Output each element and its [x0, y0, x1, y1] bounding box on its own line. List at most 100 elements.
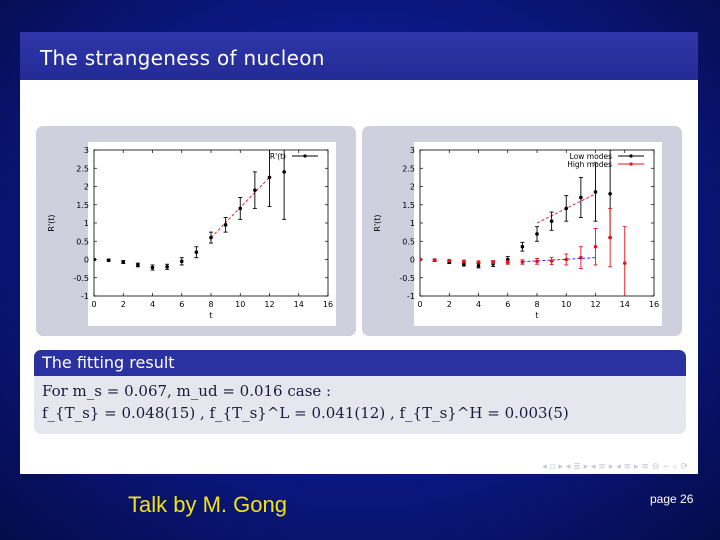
y-tick-label: 0.5 [76, 237, 89, 246]
x-axis-label: t [209, 311, 212, 320]
data-point [462, 262, 466, 267]
y-tick-label: -1 [81, 292, 89, 301]
data-point [165, 265, 169, 269]
y-tick-label: 0.5 [402, 237, 415, 246]
plot-panel-left: 0 2 4 6 8 10 12 14 16 -1 -0.5 0 0.5 1 1.5 2 2.5 3 t R'(t) R'… [36, 126, 356, 336]
data-point [94, 257, 96, 262]
data-point [549, 219, 554, 223]
x-tick-label: 6 [179, 300, 184, 309]
data-point [476, 260, 481, 264]
data-point [223, 223, 228, 227]
data-point [282, 170, 286, 174]
y-tick-label: 2.5 [76, 164, 89, 173]
plot-area-background [88, 142, 336, 326]
data-point [121, 260, 126, 264]
data-point [579, 195, 583, 200]
legend-marker [629, 154, 633, 158]
data-point [476, 263, 481, 268]
x-tick-label: 0 [91, 300, 96, 309]
legend-marker [303, 154, 307, 158]
y-tick-label: -1 [407, 292, 415, 301]
data-point [549, 259, 554, 263]
series-layer [420, 150, 627, 296]
data-point [462, 259, 466, 264]
y-tick-label: 1 [410, 219, 415, 228]
x-tick-label: 16 [649, 300, 659, 309]
fitting-result-title: The fitting result [42, 353, 175, 372]
y-tick-label: 1.5 [402, 201, 415, 210]
data-point [535, 259, 539, 264]
y-axis-label: R'(t) [373, 214, 382, 231]
beamer-navigation-icons[interactable]: ◂ ▫ ▸ ◂ ≣ ▸ ◂ ≡ ▸ ◂ ≡ ▸ ≡ ⊖ ∽ ⌕ ⟳ [542, 462, 688, 472]
y-tick-label: -0.5 [399, 274, 415, 283]
x-tick-label: 12 [590, 300, 600, 309]
data-point [579, 255, 583, 260]
data-point [267, 175, 272, 180]
ratio-plot-left: 0 2 4 6 8 10 12 14 16 -1 -0.5 0 0.5 1 1.5 2 2.5 3 t R'(t) R'… [47, 142, 336, 326]
data-point [593, 244, 598, 249]
x-tick-label: 10 [235, 300, 245, 309]
y-tick-label: 2.5 [402, 164, 415, 173]
data-point [505, 260, 510, 265]
x-tick-label: 4 [150, 300, 155, 309]
y-tick-label: -0.5 [73, 274, 89, 283]
footer-page-number: page 26 [650, 492, 694, 506]
y-tick-label: 1.5 [76, 201, 89, 210]
ratio-plot-right: 0 2 4 6 8 10 12 14 16 -1 -0.5 0 0.5 1 1.5 2 2.5 3 t R'(t) Lo… [373, 142, 662, 326]
data-point [535, 232, 539, 236]
data-point [622, 261, 627, 265]
x-tick-label: 2 [121, 300, 126, 309]
x-tick-label: 4 [476, 300, 481, 309]
legend-label: Low modes [570, 152, 612, 161]
slide-header: The strangeness of nucleon [20, 32, 698, 80]
data-point [491, 260, 495, 264]
data-point [179, 259, 184, 264]
y-tick-label: 0 [410, 256, 415, 265]
fitting-result-values-line: f_{T_s} = 0.048(15) , f_{T_s}^L = 0.041(… [42, 404, 569, 422]
legend-label: R'(t) [270, 152, 286, 161]
x-tick-label: 8 [534, 300, 539, 309]
data-point [564, 206, 569, 211]
data-point [608, 192, 612, 196]
data-point [238, 206, 243, 211]
fit-line [522, 257, 596, 263]
data-point [253, 188, 257, 192]
x-tick-label: 14 [294, 300, 304, 309]
y-tick-label: 1 [84, 219, 89, 228]
y-axis-label: R'(t) [47, 214, 56, 231]
y-tick-label: 2 [84, 183, 89, 192]
fitting-result-block: The fitting result For m_s = 0.067, m_ud… [34, 350, 686, 434]
legend-marker [629, 162, 633, 166]
data-point [564, 257, 569, 262]
data-point [593, 190, 598, 194]
series-layer [94, 150, 287, 271]
x-tick-label: 14 [620, 300, 630, 309]
data-point [432, 258, 437, 262]
data-point [420, 257, 422, 262]
legend-label: High modes [567, 160, 612, 169]
x-tick-label: 8 [208, 300, 213, 309]
y-tick-label: 3 [410, 146, 415, 155]
x-tick-label: 10 [561, 300, 571, 309]
y-tick-label: 2 [410, 183, 415, 192]
x-tick-label: 2 [447, 300, 452, 309]
data-point [447, 258, 452, 263]
x-axis-label: t [535, 311, 538, 320]
x-tick-label: 6 [505, 300, 510, 309]
x-tick-label: 16 [323, 300, 333, 309]
data-point [136, 263, 140, 267]
y-tick-label: 3 [84, 146, 89, 155]
footer-talk-label: Talk by M. Gong [128, 492, 287, 517]
data-point [520, 260, 525, 264]
data-point [106, 258, 111, 263]
data-point [608, 235, 612, 240]
data-point [520, 244, 525, 249]
fitting-result-case-line: For m_s = 0.067, m_ud = 0.016 case : [42, 382, 332, 400]
x-tick-label: 0 [417, 300, 422, 309]
data-point [209, 235, 213, 240]
slide: The strangeness of nucleon 0 2 4 6 8 10 12 14 16… [20, 32, 698, 474]
plot-panel-right: 0 2 4 6 8 10 12 14 16 -1 -0.5 0 0.5 1 1.5 2 2.5 3 t R'(t) Lo… [362, 126, 682, 336]
y-tick-label: 0 [84, 256, 89, 265]
data-point [150, 265, 155, 270]
slide-title: The strangeness of nucleon [40, 46, 325, 70]
